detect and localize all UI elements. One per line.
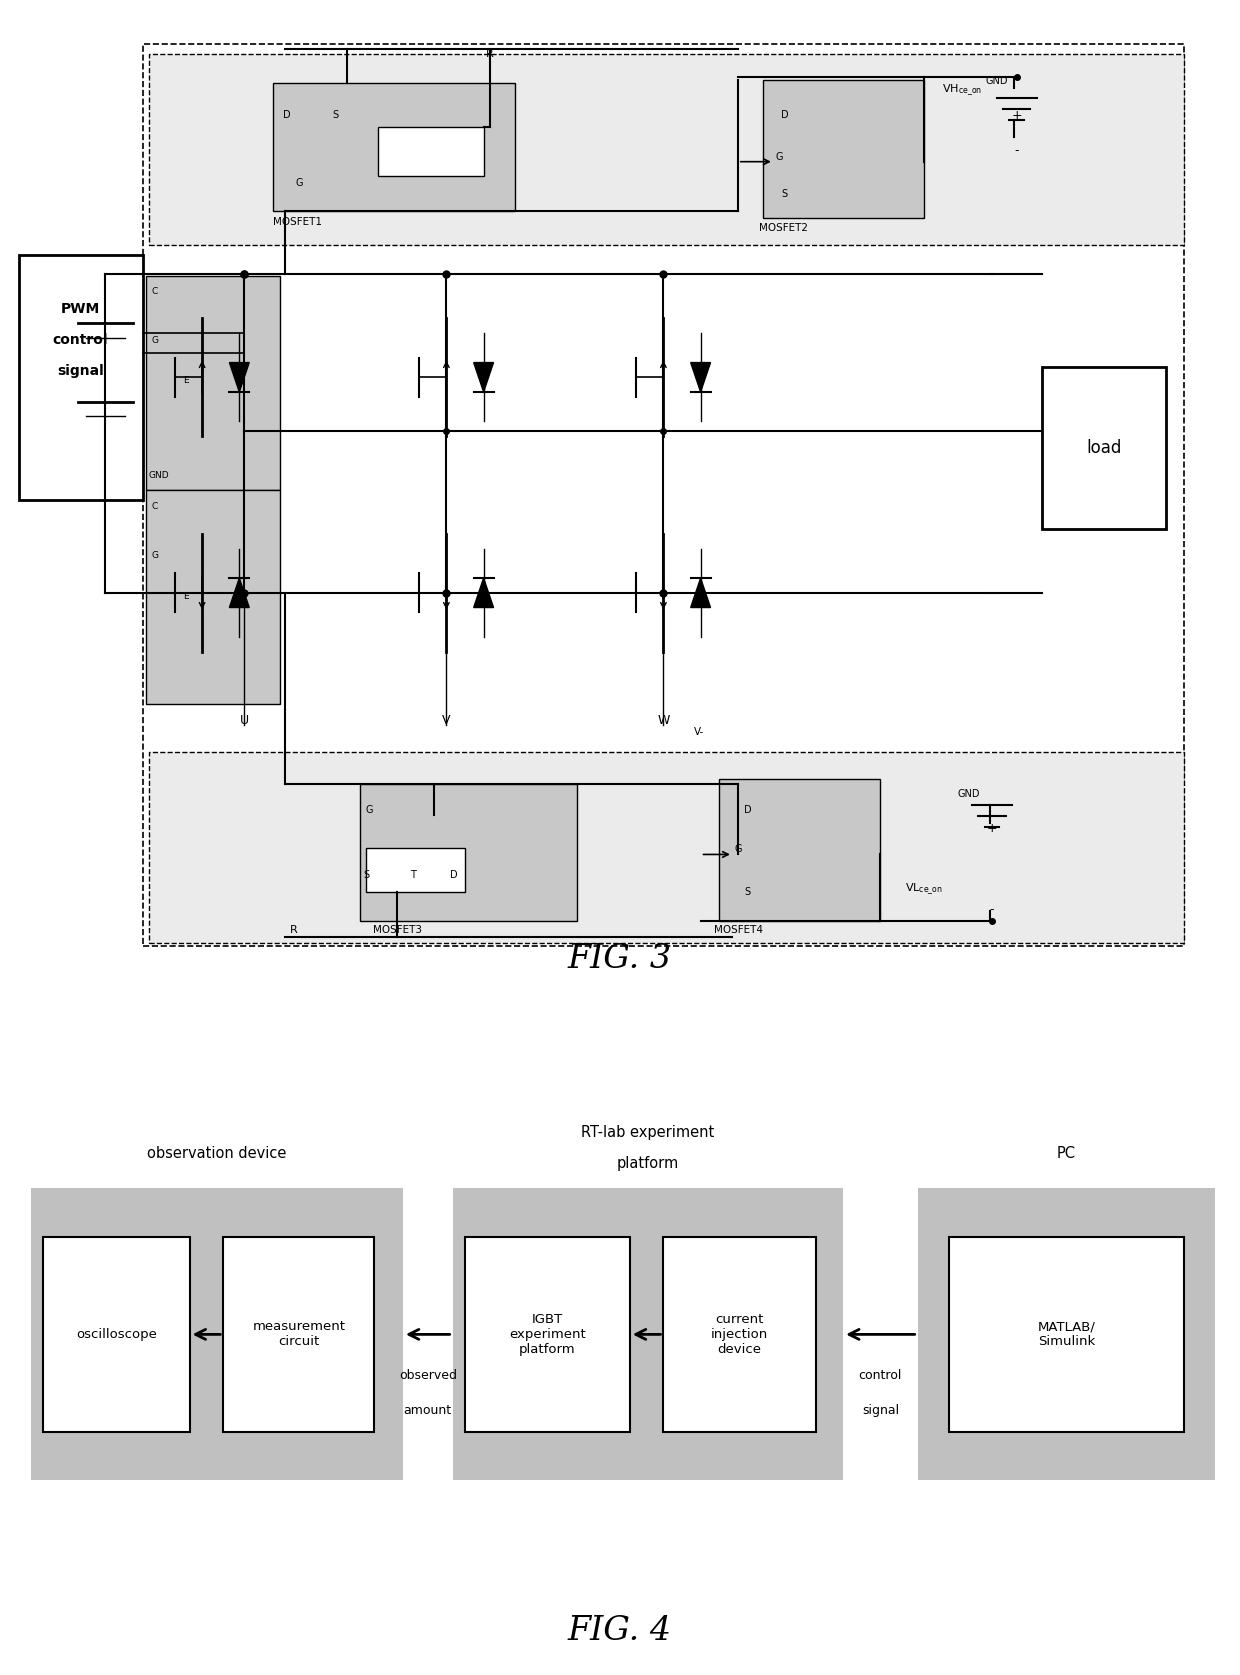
Text: R: R: [290, 925, 298, 935]
Text: platform: platform: [616, 1156, 680, 1171]
Bar: [453, 1189, 843, 1481]
Bar: [763, 80, 924, 218]
Bar: [146, 489, 280, 704]
Polygon shape: [229, 578, 249, 608]
Text: -: -: [1014, 144, 1019, 157]
Text: load: load: [1086, 439, 1121, 457]
Text: PWM: PWM: [61, 302, 100, 315]
Text: E: E: [184, 591, 190, 601]
Text: control: control: [859, 1368, 901, 1382]
Bar: [149, 752, 1184, 943]
Text: signal: signal: [57, 365, 104, 379]
Text: GND: GND: [957, 789, 980, 799]
Text: +: +: [987, 822, 997, 834]
Text: amount: amount: [404, 1404, 451, 1417]
Text: S: S: [781, 189, 787, 199]
Text: FIG. 3: FIG. 3: [568, 943, 672, 975]
Bar: [918, 1189, 1215, 1481]
Polygon shape: [229, 362, 249, 392]
Text: G: G: [366, 806, 373, 816]
Text: -: -: [990, 903, 994, 916]
Text: GND: GND: [986, 77, 1008, 85]
Bar: [719, 779, 880, 921]
Text: MOSFET1: MOSFET1: [273, 218, 322, 228]
Text: C: C: [151, 286, 157, 296]
Text: S: S: [744, 886, 750, 896]
Text: D: D: [450, 869, 458, 879]
Text: MOSFET2: MOSFET2: [759, 223, 808, 233]
Bar: [663, 1238, 816, 1432]
Text: signal: signal: [862, 1404, 899, 1417]
Bar: [949, 1238, 1184, 1432]
Bar: [366, 848, 465, 891]
Bar: [19, 255, 143, 499]
Text: GND: GND: [149, 471, 170, 481]
Text: MATLAB/
Simulink: MATLAB/ Simulink: [1038, 1320, 1095, 1348]
Polygon shape: [474, 578, 494, 608]
Polygon shape: [691, 578, 711, 608]
Text: IGBT
experiment
platform: IGBT experiment platform: [510, 1313, 585, 1355]
Text: S: S: [332, 109, 339, 119]
Text: observation device: observation device: [148, 1146, 286, 1161]
Text: R: R: [486, 49, 494, 59]
Polygon shape: [691, 362, 711, 392]
Text: G: G: [775, 152, 782, 162]
Bar: [223, 1238, 374, 1432]
Text: observed: observed: [399, 1368, 456, 1382]
Text: MOSFET4: MOSFET4: [714, 925, 764, 935]
Bar: [146, 276, 280, 489]
Bar: [43, 1238, 190, 1432]
Text: D: D: [283, 109, 290, 119]
Text: D: D: [744, 806, 751, 816]
Text: measurement
circuit: measurement circuit: [253, 1320, 345, 1348]
Text: C: C: [151, 502, 157, 511]
Text: control: control: [53, 333, 108, 347]
Text: G: G: [151, 551, 159, 561]
Text: G: G: [295, 178, 303, 188]
Text: V: V: [443, 714, 450, 727]
Text: +: +: [1012, 109, 1022, 122]
Bar: [143, 44, 1184, 946]
Text: PC: PC: [1056, 1146, 1076, 1161]
Text: G: G: [151, 337, 159, 345]
Bar: [465, 1238, 630, 1432]
Text: D: D: [781, 109, 789, 119]
Text: E: E: [184, 377, 190, 385]
Bar: [378, 127, 484, 176]
Text: MOSFET3: MOSFET3: [373, 925, 423, 935]
Text: VL$_{\mathsf{ce\_on}}$: VL$_{\mathsf{ce\_on}}$: [905, 881, 944, 896]
Text: U: U: [239, 714, 249, 727]
Text: V-: V-: [694, 727, 704, 737]
Bar: [149, 54, 1184, 245]
Text: VH$_{\mathsf{ce\_on}}$: VH$_{\mathsf{ce\_on}}$: [942, 82, 982, 97]
Text: RT-lab experiment: RT-lab experiment: [582, 1124, 714, 1139]
Text: oscilloscope: oscilloscope: [76, 1328, 157, 1342]
Bar: [31, 1189, 403, 1481]
Bar: [1042, 367, 1166, 529]
Text: current
injection
device: current injection device: [711, 1313, 769, 1355]
Text: FIG. 4: FIG. 4: [568, 1615, 672, 1647]
Text: T: T: [410, 869, 417, 879]
Polygon shape: [474, 362, 494, 392]
Text: G: G: [734, 844, 742, 854]
Bar: [360, 784, 577, 921]
Text: W: W: [657, 714, 670, 727]
Text: S: S: [363, 869, 370, 879]
Bar: [273, 84, 515, 211]
